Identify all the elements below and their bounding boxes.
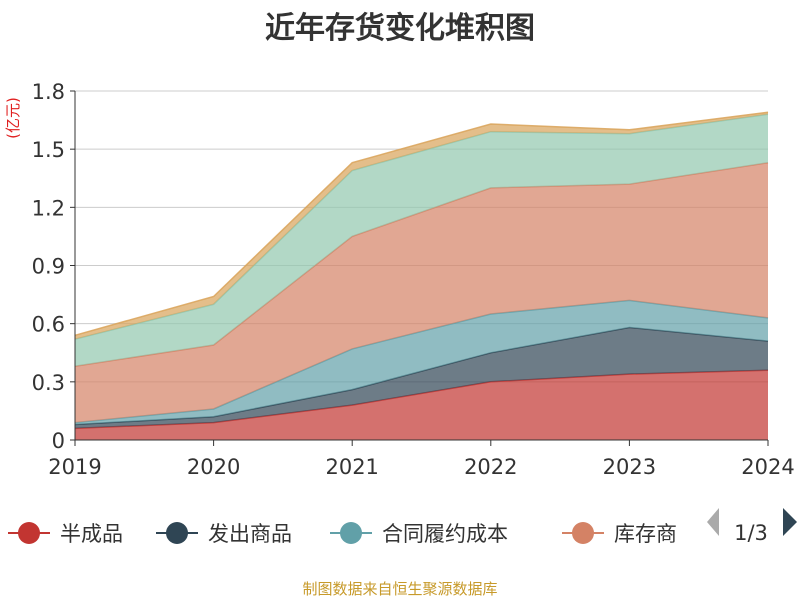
x-tick-label: 2024 (741, 455, 794, 479)
area-series-line-5 (74, 111, 769, 337)
source-note: 制图数据来自恒生聚源数据库 (302, 580, 497, 598)
legend-label: 合同履约成本 (382, 522, 508, 546)
x-tick-label: 2023 (603, 455, 656, 479)
x-tick-label: 2020 (187, 455, 240, 479)
legend-next-arrow[interactable] (783, 508, 797, 536)
area-series-4 (75, 114, 768, 367)
y-tick-label: 0 (52, 429, 65, 453)
x-tick-label: 2021 (325, 455, 378, 479)
y-tick-labels: 0 0.3 0.6 0.9 1.2 1.5 1.8 (32, 80, 65, 453)
y-tick-label: 0.6 (32, 313, 65, 337)
legend: 半成品 发出商品 合同履约成本 库存商 (8, 522, 677, 546)
area-series-3 (75, 162, 768, 423)
chart-title: 近年存货变化堆积图 (265, 11, 535, 46)
legend-label: 发出商品 (208, 522, 292, 546)
legend-circle-icon (572, 522, 594, 544)
y-tick-label: 0.3 (32, 371, 65, 395)
legend-prev-arrow[interactable] (707, 508, 719, 536)
axes (70, 90, 769, 446)
unit-label: (亿元) (4, 97, 22, 139)
legend-circle-icon (340, 522, 362, 544)
legend-page-indicator: 1/3 (734, 521, 768, 545)
stacked-areas (74, 111, 769, 440)
legend-label: 半成品 (60, 522, 123, 546)
x-tick-label: 2022 (464, 455, 517, 479)
y-tick-label: 1.5 (32, 138, 65, 162)
legend-item-0[interactable]: 半成品 (8, 522, 123, 546)
legend-pager: 1/3 (707, 508, 797, 545)
legend-label: 库存商 (614, 522, 677, 546)
y-tick-label: 0.9 (32, 255, 65, 279)
area-series-2 (75, 300, 768, 425)
area-series-line-0 (74, 369, 769, 430)
legend-circle-icon (166, 522, 188, 544)
area-series-0 (75, 370, 768, 440)
y-tick-label: 1.8 (32, 80, 65, 104)
legend-item-2[interactable]: 合同履约成本 (330, 522, 508, 546)
y-tick-label: 1.2 (32, 196, 65, 220)
legend-item-3[interactable]: 库存商 (562, 522, 677, 546)
legend-item-1[interactable]: 发出商品 (156, 522, 292, 546)
x-tick-label: 2019 (48, 455, 101, 479)
x-tick-labels: 2019 2020 2021 2022 2023 2024 (48, 455, 794, 479)
legend-circle-icon (18, 522, 40, 544)
area-series-1 (75, 327, 768, 429)
